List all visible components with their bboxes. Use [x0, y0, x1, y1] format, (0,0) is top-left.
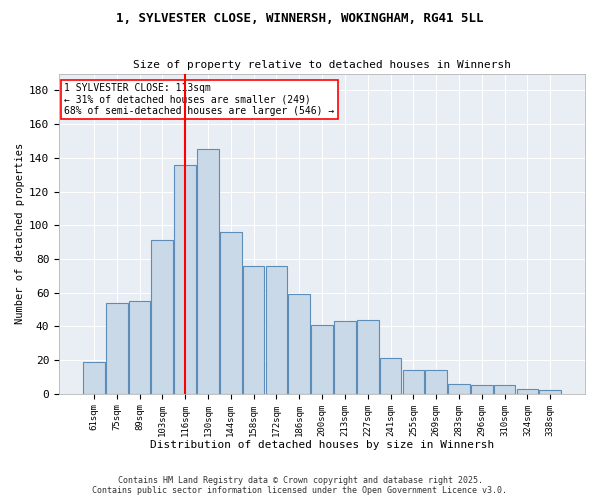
Text: Contains HM Land Registry data © Crown copyright and database right 2025.
Contai: Contains HM Land Registry data © Crown c…	[92, 476, 508, 495]
Bar	[517, 389, 538, 394]
Bar	[403, 370, 424, 394]
Bar	[151, 240, 173, 394]
Bar	[83, 362, 105, 394]
Title: Size of property relative to detached houses in Winnersh: Size of property relative to detached ho…	[133, 60, 511, 70]
X-axis label: Distribution of detached houses by size in Winnersh: Distribution of detached houses by size …	[150, 440, 494, 450]
Y-axis label: Number of detached properties: Number of detached properties	[15, 143, 25, 324]
Bar	[311, 324, 333, 394]
Bar	[448, 384, 470, 394]
Bar	[494, 386, 515, 394]
Bar	[334, 322, 356, 394]
Bar	[106, 303, 128, 394]
Bar	[539, 390, 561, 394]
Bar	[425, 370, 447, 394]
Bar	[357, 320, 379, 394]
Text: 1 SYLVESTER CLOSE: 113sqm
← 31% of detached houses are smaller (249)
68% of semi: 1 SYLVESTER CLOSE: 113sqm ← 31% of detac…	[64, 83, 335, 116]
Bar	[175, 164, 196, 394]
Bar	[266, 266, 287, 394]
Bar	[289, 294, 310, 394]
Bar	[243, 266, 265, 394]
Bar	[220, 232, 242, 394]
Bar	[128, 301, 151, 394]
Bar	[471, 386, 493, 394]
Bar	[380, 358, 401, 394]
Text: 1, SYLVESTER CLOSE, WINNERSH, WOKINGHAM, RG41 5LL: 1, SYLVESTER CLOSE, WINNERSH, WOKINGHAM,…	[116, 12, 484, 26]
Bar	[197, 150, 219, 394]
